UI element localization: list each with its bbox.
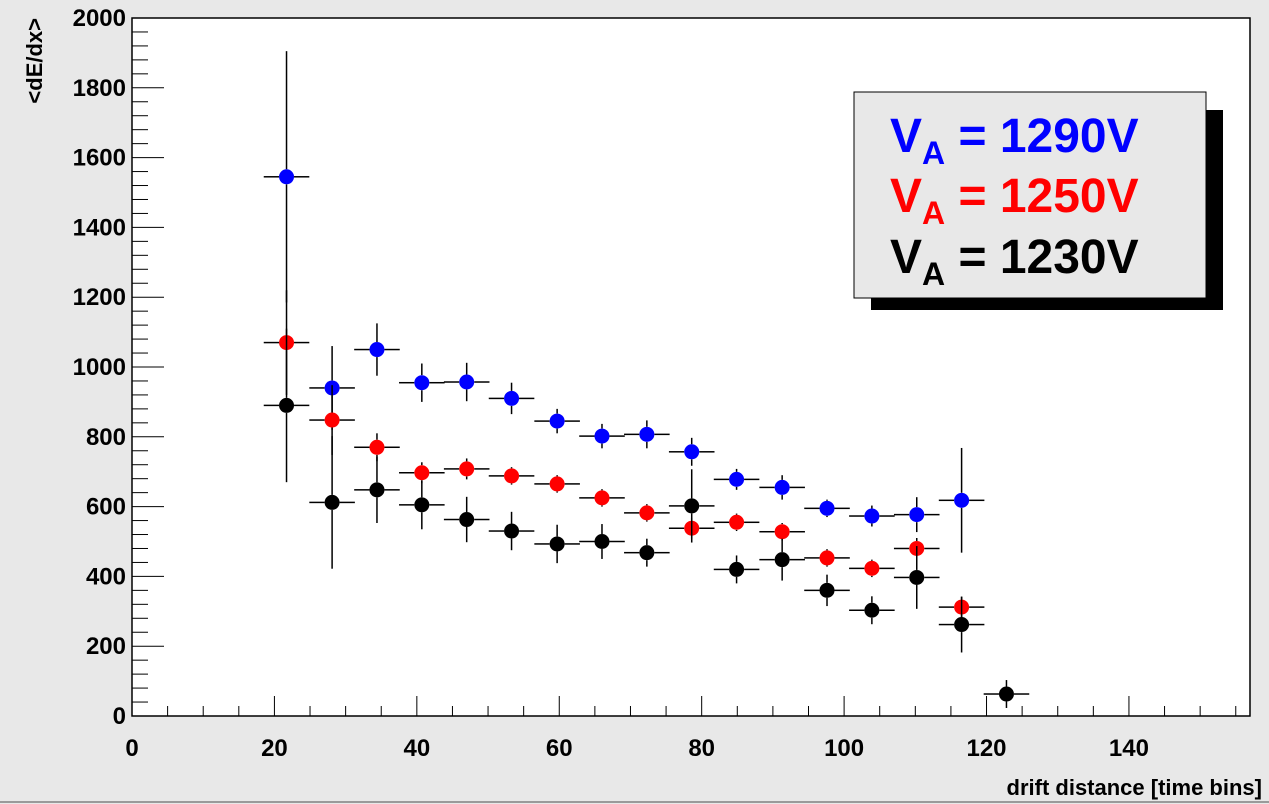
data-point [549,413,565,429]
legend-entry-1: VA = 1290V [890,110,1139,171]
data-point [864,560,880,576]
x-tick-label: 40 [403,735,430,762]
y-tick-label: 2000 [73,5,126,32]
data-point [324,494,340,510]
legend-symbol: V [890,110,922,163]
data-point [684,444,700,460]
data-point [369,342,385,358]
data-point [864,508,880,524]
y-tick-label: 0 [113,703,126,730]
data-point [459,512,475,528]
legend-value: = 1250V [945,170,1139,223]
data-point [414,497,430,513]
data-point [998,686,1014,702]
y-tick-label: 400 [86,563,126,590]
data-point [954,617,970,633]
y-tick-label: 200 [86,633,126,660]
data-point [594,534,610,549]
x-tick-label: 80 [688,735,715,762]
series-1 [263,51,985,553]
legend-value: = 1230V [945,231,1139,284]
data-point [324,412,340,428]
data-point [909,569,925,585]
legend-subscript: A [922,135,945,171]
data-point [279,169,295,185]
x-tick-label: 20 [261,735,288,762]
y-axis-title: <dE/dx> [22,18,47,104]
legend-entry-3: VA = 1230V [890,231,1139,292]
data-point [369,439,385,455]
y-tick-label: 1200 [73,284,126,311]
series-3 [263,328,1030,708]
data-point [819,500,835,516]
data-point [414,375,430,391]
x-tick-label: 60 [546,735,573,762]
data-point [774,552,790,568]
data-point [549,536,565,552]
data-point [819,550,835,566]
y-tick-label: 600 [86,494,126,521]
data-point [639,426,655,442]
data-point [729,561,745,577]
data-point [459,461,475,477]
legend-value: = 1290V [945,110,1139,163]
x-tick-label: 0 [125,735,138,762]
data-point [369,482,385,498]
data-point [279,397,295,413]
data-point [504,523,520,539]
y-tick-label: 1400 [73,214,126,241]
data-point [594,428,610,444]
data-point [414,465,430,481]
legend-subscript: A [922,195,945,231]
x-tick-label: 100 [824,735,864,762]
data-point [549,476,565,492]
x-axis-title: drift distance [time bins] [1007,775,1262,800]
tick-labels: 0 20 40 60 80 100 120 1400200400600800100012001… [73,5,1149,762]
x-tick-label: 140 [1109,735,1149,762]
legend-box [853,91,1207,299]
data-point [639,505,655,521]
x-tick-label: 120 [966,735,1006,762]
y-tick-label: 800 [86,424,126,451]
legend-subscript: A [922,256,945,292]
data-point [639,545,655,561]
legend-entry-2: VA = 1250V [890,170,1139,231]
legend-symbol: V [890,231,922,284]
data-point [954,492,970,508]
data-point [729,471,745,487]
data-point [729,514,745,530]
data-point [684,498,700,514]
data-point [774,524,790,540]
y-tick-label: 1600 [73,145,126,172]
data-point [594,490,610,506]
legend-symbol: V [890,170,922,223]
data-point [864,602,880,618]
data-point [819,582,835,598]
axis-ticks [131,17,1237,717]
data-point [909,507,925,523]
data-point [774,479,790,495]
y-tick-label: 1800 [73,75,126,102]
data-point [459,374,475,390]
y-tick-label: 1000 [73,354,126,381]
data-point [504,390,520,406]
data-point [504,468,520,484]
series-layer [263,51,1030,708]
